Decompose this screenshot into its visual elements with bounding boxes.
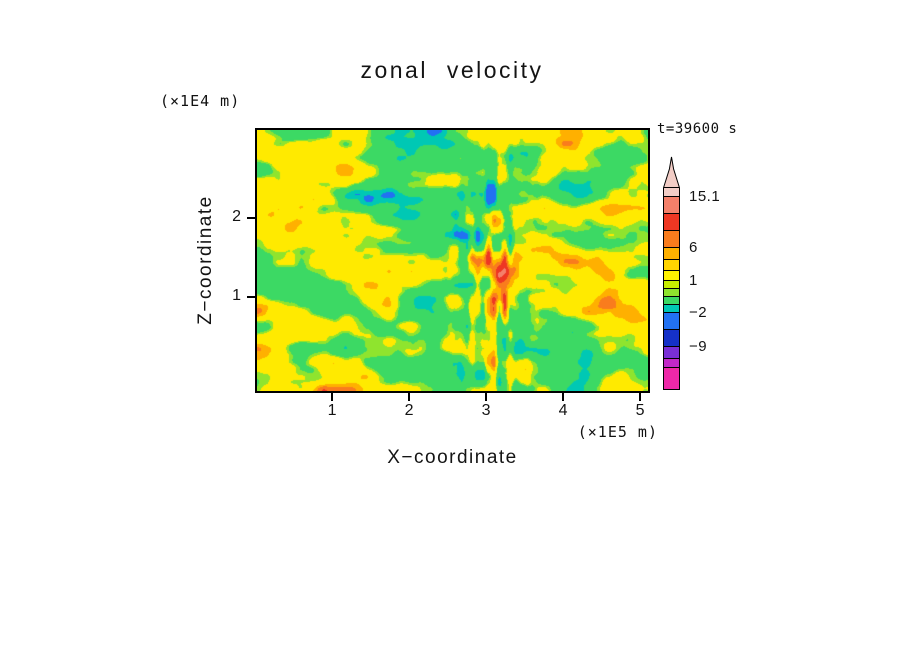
- colorbar-arrow-icon: [663, 156, 680, 188]
- colorbar-segment: [664, 231, 679, 248]
- x-tick-label: 5: [635, 402, 645, 419]
- x-tick-mark: [485, 393, 488, 401]
- colorbar-segment: [664, 248, 679, 260]
- x-tick-label: 3: [481, 402, 491, 419]
- plot-frame: [255, 128, 650, 393]
- colorbar-segment: [664, 305, 679, 313]
- colorbar-segment: [664, 289, 679, 297]
- colorbar-segment: [664, 271, 679, 281]
- x-tick-mark: [408, 393, 411, 401]
- x-axis-label: X−coordinate: [387, 447, 518, 468]
- colorbar: [663, 156, 680, 390]
- colorbar-segment: [664, 260, 679, 271]
- chart-title: zonal velocity: [360, 57, 544, 83]
- colorbar-label: 1: [689, 272, 698, 289]
- y-axis-units-label: (×1E4 m): [160, 92, 241, 110]
- x-tick-mark: [331, 393, 334, 401]
- x-tick-label: 1: [327, 402, 337, 419]
- x-tick-mark: [639, 393, 642, 401]
- colorbar-segment: [664, 368, 679, 389]
- colorbar-segment: [664, 313, 679, 330]
- y-tick-label: 1: [232, 287, 241, 305]
- x-axis-units-label: (×1E5 m): [577, 423, 658, 441]
- colorbar-segment: [664, 281, 679, 289]
- y-tick-mark: [247, 296, 255, 299]
- x-tick-mark: [562, 393, 565, 401]
- colorbar-segment: [664, 297, 679, 305]
- y-axis-label: Z−coordinate: [195, 195, 216, 325]
- x-tick-label: 4: [558, 402, 568, 419]
- colorbar-segment: [664, 359, 679, 368]
- y-tick-mark: [247, 217, 255, 220]
- colorbar-label: 15.1: [689, 188, 721, 205]
- contour-field-canvas: [257, 130, 648, 391]
- colorbar-scale: [663, 188, 680, 390]
- colorbar-segment: [664, 188, 679, 197]
- colorbar-label: −2: [689, 304, 708, 321]
- x-tick-label: 2: [404, 402, 414, 419]
- time-annotation: t=39600 s: [657, 121, 738, 137]
- colorbar-label: −9: [689, 338, 708, 355]
- colorbar-label: 6: [689, 239, 698, 256]
- colorbar-segment: [664, 347, 679, 359]
- colorbar-segment: [664, 197, 679, 214]
- colorbar-segment: [664, 330, 679, 347]
- colorbar-segment: [664, 214, 679, 231]
- y-tick-label: 2: [232, 208, 241, 226]
